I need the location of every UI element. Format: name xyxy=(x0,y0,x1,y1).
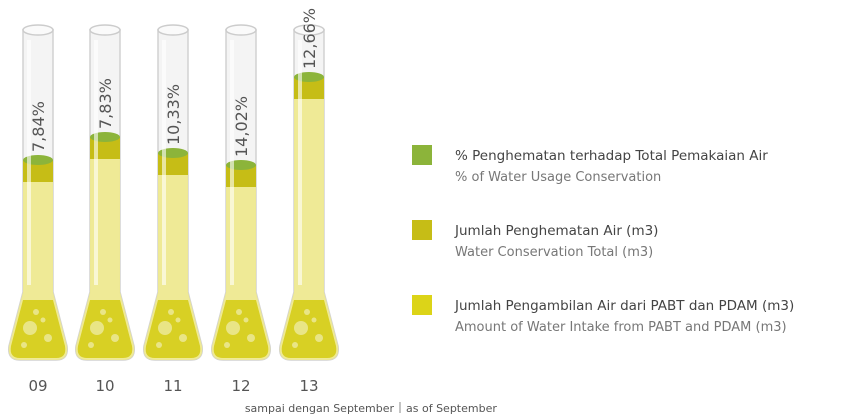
value-label: 7,83% xyxy=(96,78,115,129)
value-label: 12,66% xyxy=(300,8,319,69)
bubble xyxy=(33,309,39,315)
bubble xyxy=(236,309,242,315)
bubble xyxy=(226,321,240,335)
tube-rim xyxy=(157,24,189,36)
flask-liquid xyxy=(145,300,201,358)
legend-sublabel: % of Water Usage Conservation xyxy=(455,170,661,185)
legend-label: Jumlah Penghematan Air (m3) xyxy=(454,223,658,239)
tube-rim xyxy=(22,24,54,36)
x-tick-label: 11 xyxy=(163,377,182,395)
legend-sublabel: Amount of Water Intake from PABT and PDA… xyxy=(455,320,787,335)
bubble xyxy=(44,334,52,342)
liquid xyxy=(279,77,339,360)
x-tick-label: 10 xyxy=(95,377,114,395)
tube-shine xyxy=(298,40,302,285)
legend-swatch xyxy=(412,295,432,315)
tube-shine xyxy=(162,40,166,285)
bubble xyxy=(168,309,174,315)
value-label: 14,02% xyxy=(232,96,251,157)
bubble xyxy=(111,334,119,342)
tube-shine xyxy=(27,40,31,285)
tube-rim xyxy=(293,24,325,36)
legend-sublabel: Water Conservation Total (m3) xyxy=(455,245,653,260)
tube-rim xyxy=(225,24,257,36)
flask-liquid xyxy=(10,300,66,358)
legend-label: % Penghematan terhadap Total Pemakaian A… xyxy=(455,148,768,164)
bubble xyxy=(304,309,310,315)
bubble xyxy=(21,342,27,348)
x-tick-label: 09 xyxy=(28,377,47,395)
legend-swatch xyxy=(412,145,432,165)
bubble xyxy=(243,317,249,323)
note: as of September xyxy=(406,402,497,415)
note: sampai dengan September xyxy=(245,402,395,415)
x-tick-label: 12 xyxy=(231,377,250,395)
x-tick-label: 13 xyxy=(299,377,318,395)
bubble xyxy=(175,317,181,323)
tube-rim xyxy=(89,24,121,36)
value-label: 7,84% xyxy=(29,101,48,152)
flask-liquid xyxy=(77,300,133,358)
legend-label: Jumlah Pengambilan Air dari PABT dan PDA… xyxy=(454,298,794,314)
bubble xyxy=(179,334,187,342)
bubble xyxy=(23,321,37,335)
legend-swatch xyxy=(412,220,432,240)
flask-liquid xyxy=(213,300,269,358)
tube-shine xyxy=(230,40,234,285)
bubble xyxy=(100,309,106,315)
bubble xyxy=(315,334,323,342)
bubble xyxy=(247,334,255,342)
tube-shine xyxy=(94,40,98,285)
bubble xyxy=(294,321,308,335)
value-label: 10,33% xyxy=(164,84,183,145)
bubble xyxy=(156,342,162,348)
bubble xyxy=(224,342,230,348)
flask-liquid xyxy=(281,300,337,358)
bubble xyxy=(158,321,172,335)
bubble xyxy=(107,317,113,323)
bubble xyxy=(292,342,298,348)
bubble xyxy=(88,342,94,348)
bubble xyxy=(40,317,46,323)
bubble xyxy=(311,317,317,323)
bubble xyxy=(90,321,104,335)
